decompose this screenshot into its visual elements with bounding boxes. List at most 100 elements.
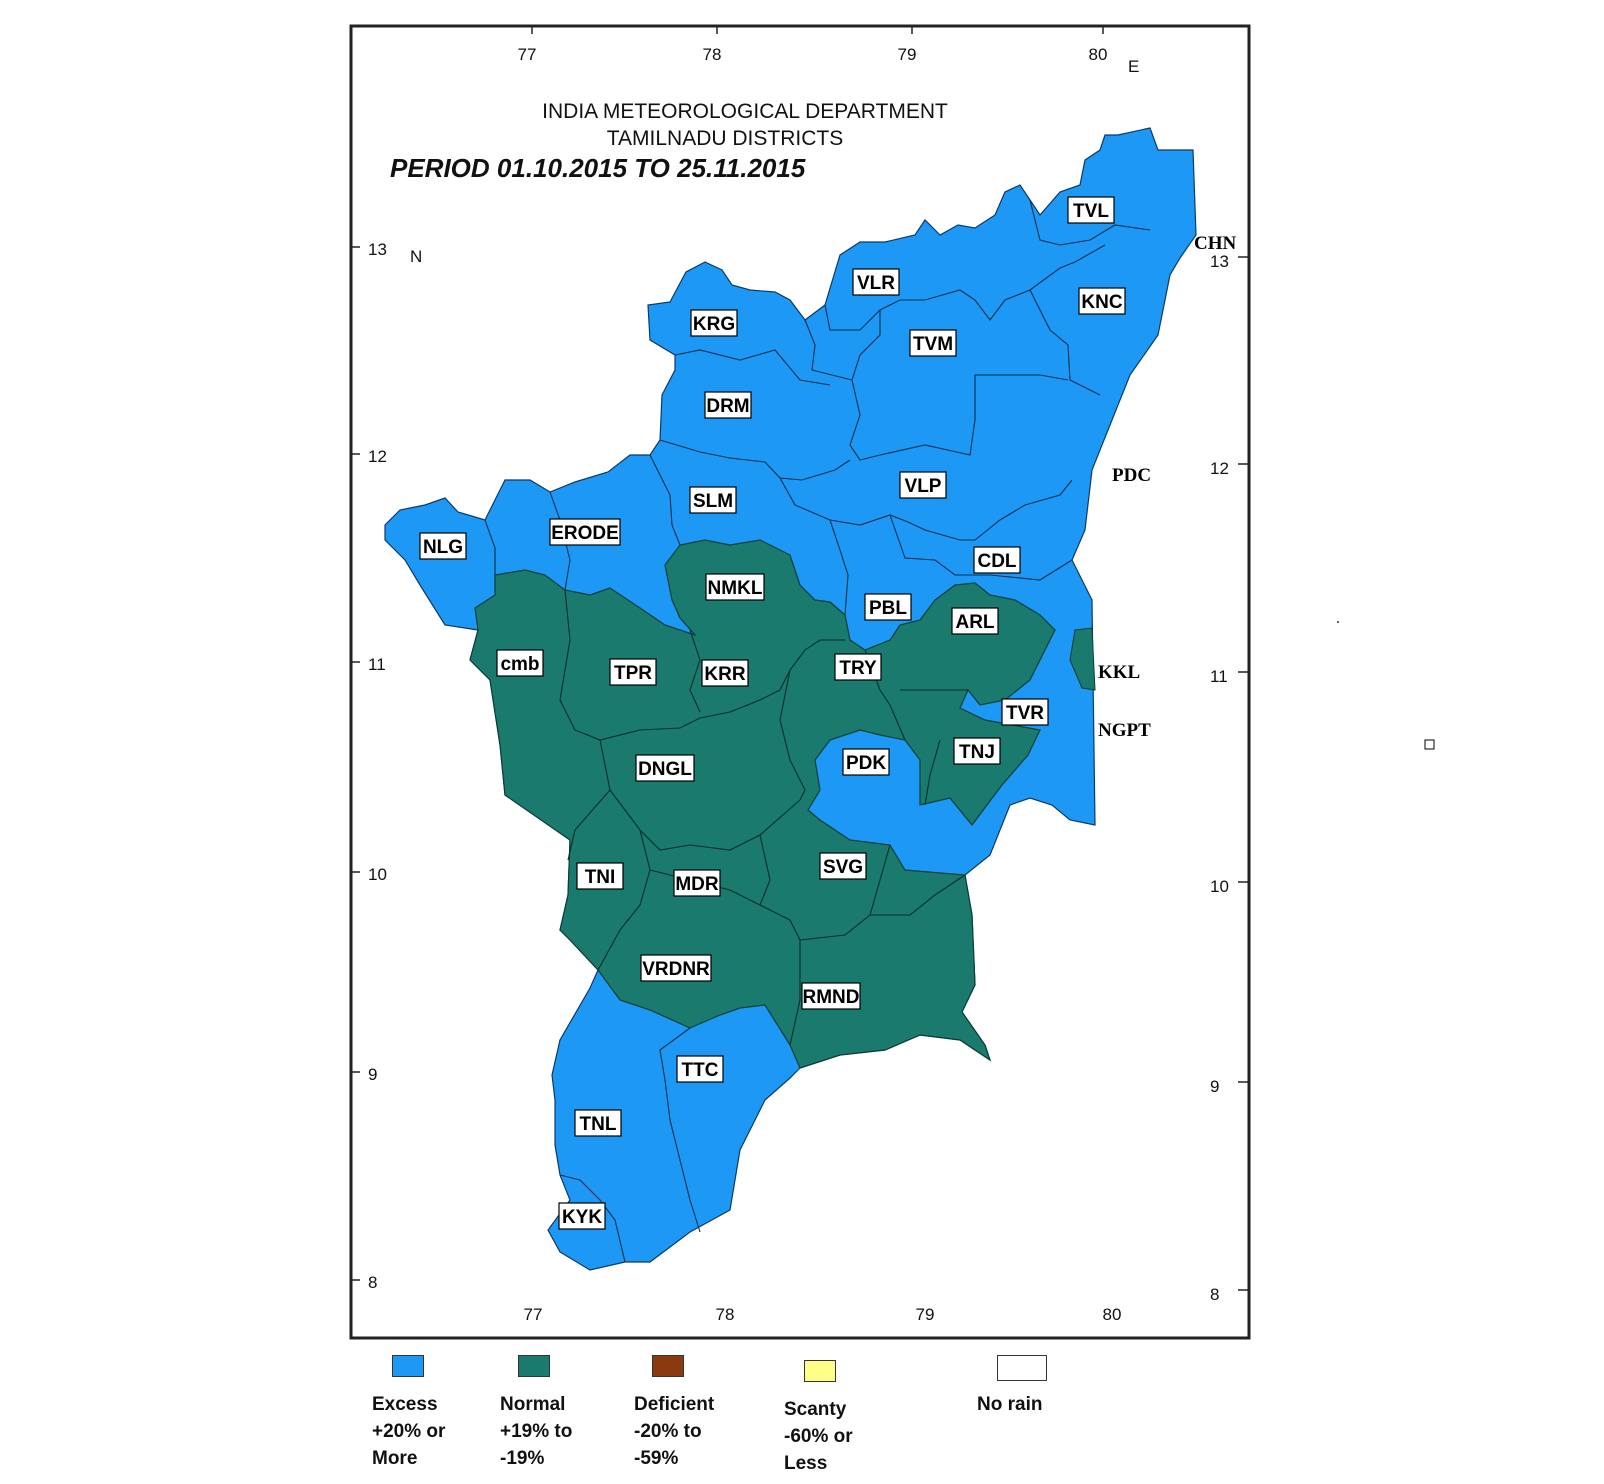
legend-label: Scanty -60% or Less: [784, 1399, 853, 1474]
district-code: ERODE: [551, 523, 619, 544]
right-lat-tick-label: 11: [1210, 667, 1228, 686]
district-code: DRM: [706, 396, 749, 417]
district-label-box: [834, 653, 882, 681]
district-label-box: [899, 471, 947, 499]
stray-square-marker: [1424, 739, 1435, 750]
southern-district-boundaries: [559, 1027, 701, 1263]
right-lat-tick-label: 12: [1210, 459, 1229, 478]
district-code: SVG: [823, 857, 863, 878]
district-label-box: [852, 268, 900, 296]
map-period: PERIOD 01.10.2015 TO 25.11.2015: [390, 153, 806, 183]
district-label-box: [576, 862, 624, 890]
left-lat-tick-label: 9: [368, 1065, 377, 1084]
district-label-tni: TNI: [576, 862, 624, 890]
right-latitude-ticks: 13 12 11 10 9 8: [1210, 252, 1249, 1304]
bottom-lon-tick-label: 77: [524, 1305, 543, 1324]
district-code: KRR: [704, 664, 745, 685]
district-label-tnl: TNL: [574, 1109, 622, 1137]
left-lat-tick-label: 13: [368, 240, 387, 259]
district-label-tnj: TNJ: [953, 737, 1001, 765]
top-lon-tick-label: 80: [1089, 45, 1108, 64]
district-code: KRG: [693, 314, 735, 335]
district-label-box: [1067, 196, 1115, 224]
district-label-try: TRY: [834, 653, 882, 681]
district-label-ttc: TTC: [676, 1055, 724, 1083]
district-code: SLM: [693, 491, 733, 512]
district-label-box: [973, 546, 1021, 574]
district-label-vlr: VLR: [852, 268, 900, 296]
outside-label-ngpt: NGPT: [1098, 720, 1151, 741]
legend-item-normal: Normal +19% to -19%: [500, 1355, 572, 1472]
district-code: ARL: [955, 612, 994, 633]
district-label-vrdnr: VRDNR: [640, 954, 712, 982]
district-code: DNGL: [638, 759, 692, 780]
legend: Excess +20% or More Normal +19% to -19% De…: [372, 1355, 1132, 1480]
legend-label: Normal +19% to -19%: [500, 1394, 573, 1469]
district-label-svg: SVG: [819, 852, 867, 880]
bottom-longitude-ticks: 77 78 79 80: [524, 1305, 1122, 1324]
district-label-box: [953, 737, 1001, 765]
district-label-box: [574, 1109, 622, 1137]
district-label-tvm: TVM: [909, 329, 957, 357]
district-label-rmnd: RMND: [801, 982, 861, 1010]
district-label-kyk: KYK: [558, 1202, 606, 1230]
right-lat-tick-label: 9: [1210, 1077, 1219, 1096]
legend-label: Excess +20% or More: [372, 1394, 446, 1469]
map-frame: [349, 24, 1251, 1340]
legend-swatch: [997, 1355, 1047, 1381]
district-code: NLG: [423, 537, 463, 558]
district-code: cmb: [500, 654, 539, 675]
district-label-box: [801, 982, 861, 1010]
legend-item-scanty: Scanty -60% or Less: [784, 1360, 853, 1477]
legend-item-excess: Excess +20% or More: [372, 1355, 445, 1472]
district-label-box: [609, 658, 657, 686]
district-label-box: [635, 754, 695, 782]
district-label-box: [690, 309, 738, 337]
legend-label: Deficient -20% to -59%: [634, 1394, 715, 1469]
left-lat-tick-label: 10: [368, 865, 387, 884]
district-code: PBL: [869, 598, 907, 619]
district-label-pbl: PBL: [864, 593, 912, 621]
legend-item-no-rain: No rain: [977, 1355, 1047, 1418]
kkl-enclave: [1069, 627, 1096, 691]
district-label-drm: DRM: [704, 391, 752, 419]
district-label-dngl: DNGL: [635, 754, 695, 782]
district-label-box: [819, 852, 867, 880]
district-label-box: [704, 391, 752, 419]
district-label-slm: SLM: [689, 486, 737, 514]
map-title-line1: INDIA METEOROLOGICAL DEPARTMENT: [542, 100, 948, 123]
district-code: TNI: [585, 867, 616, 888]
district-label-pdk: PDK: [842, 748, 890, 776]
bottom-lon-tick-label: 80: [1103, 1305, 1122, 1324]
map-title-line2: TAMILNADU DISTRICTS: [607, 127, 843, 150]
district-label-box: [951, 607, 999, 635]
district-label-erode: ERODE: [549, 518, 621, 546]
legend-swatch: [518, 1355, 550, 1377]
district-label-nmkl: NMKL: [705, 573, 765, 601]
district-label-mdr: MDR: [673, 869, 721, 897]
outside-label-pdc: PDC: [1112, 465, 1151, 486]
district-code: TVM: [913, 334, 953, 355]
legend-item-deficient: Deficient -20% to -59%: [634, 1355, 714, 1472]
district-label-krr: KRR: [701, 659, 749, 687]
district-code: KYK: [562, 1207, 602, 1228]
outside-label-chn: CHN: [1194, 233, 1237, 254]
district-label-tpr: TPR: [609, 658, 657, 686]
district-label-box: [558, 1202, 606, 1230]
district-label-box: [705, 573, 765, 601]
district-label-box: [676, 1055, 724, 1083]
district-label-box: [549, 518, 621, 546]
district-label-box: [1001, 698, 1049, 726]
district-code: TVL: [1073, 201, 1109, 222]
top-lon-tick-label: 78: [703, 45, 722, 64]
district-code: TRY: [839, 658, 877, 679]
right-lat-tick-label: 10: [1210, 877, 1229, 896]
district-label-knc: KNC: [1078, 287, 1126, 315]
district-code: TTC: [682, 1060, 719, 1081]
district-boundaries: [484, 199, 1151, 616]
district-code: MDR: [675, 874, 719, 895]
bottom-lon-tick-label: 78: [716, 1305, 735, 1324]
district-label-box: [640, 954, 712, 982]
district-code: KNC: [1081, 292, 1122, 313]
